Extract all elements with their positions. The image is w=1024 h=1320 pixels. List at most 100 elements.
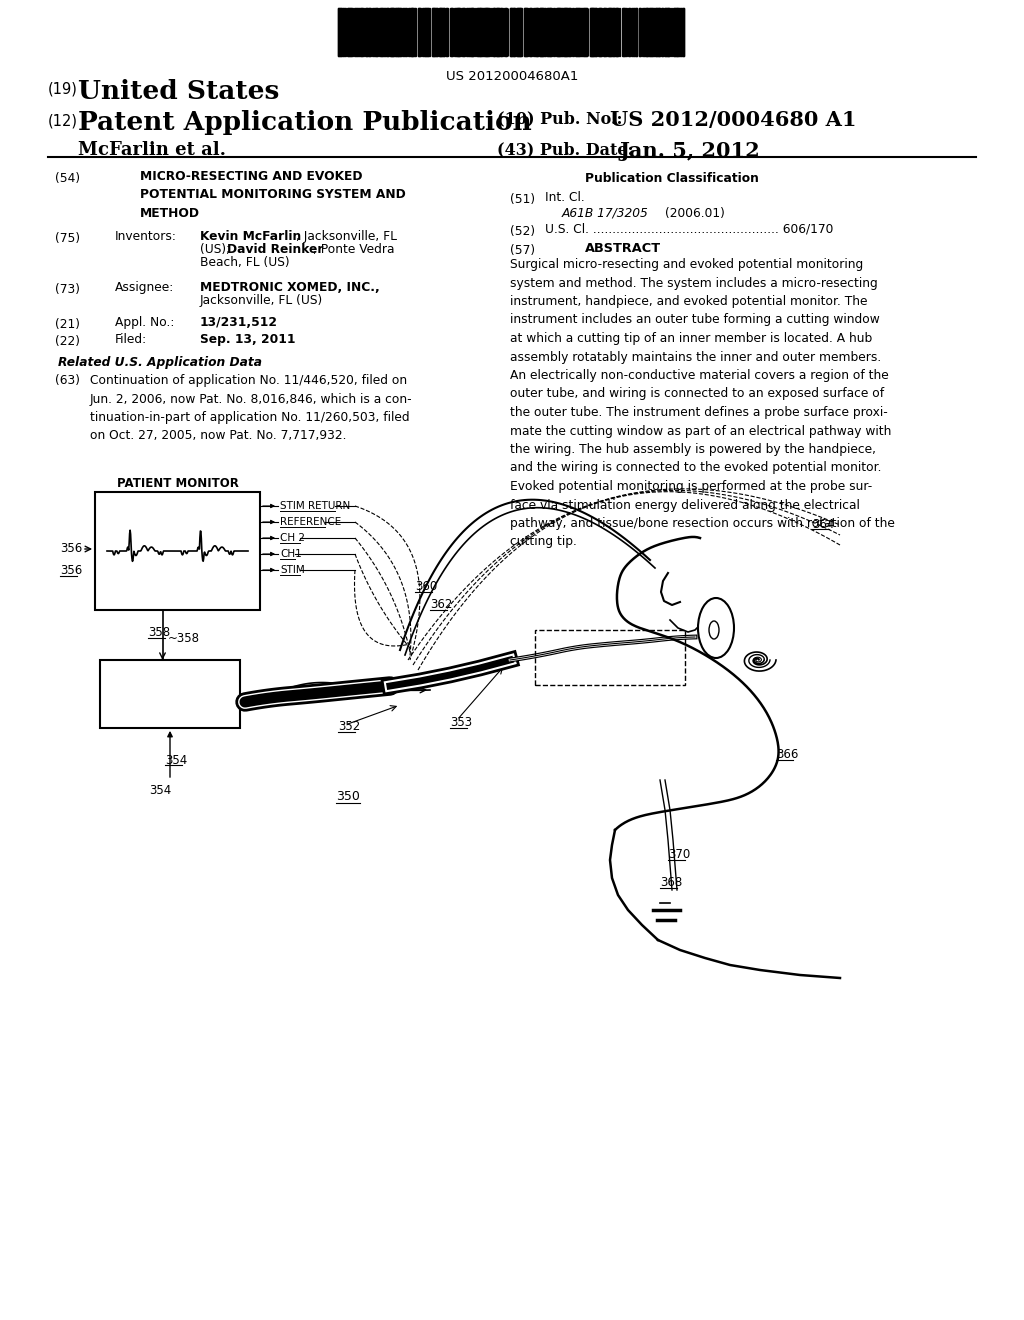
Bar — [392, 8, 394, 55]
Bar — [608, 8, 611, 55]
Bar — [95, 492, 260, 610]
Bar — [574, 8, 580, 55]
Bar — [584, 8, 587, 55]
Text: 354: 354 — [148, 784, 171, 796]
Bar — [540, 8, 545, 55]
Bar — [555, 8, 561, 55]
Text: 350: 350 — [336, 791, 360, 804]
Text: McFarlin et al.: McFarlin et al. — [78, 141, 226, 158]
Bar — [562, 8, 567, 55]
Text: 368: 368 — [660, 876, 682, 890]
Text: Continuation of application No. 11/446,520, filed on
Jun. 2, 2006, now Pat. No. : Continuation of application No. 11/446,5… — [90, 374, 413, 442]
Bar — [490, 8, 493, 55]
Bar — [535, 630, 685, 685]
Bar — [408, 8, 410, 55]
Bar — [450, 8, 453, 55]
Bar — [463, 8, 465, 55]
Bar — [612, 8, 614, 55]
Bar — [343, 8, 346, 55]
Bar — [432, 8, 437, 55]
Text: Sep. 13, 2011: Sep. 13, 2011 — [200, 333, 296, 346]
Bar — [513, 8, 515, 55]
Text: 13/231,512: 13/231,512 — [200, 315, 278, 329]
Bar — [563, 8, 567, 55]
Bar — [390, 8, 393, 55]
Text: David Reinker: David Reinker — [227, 243, 324, 256]
Bar — [418, 8, 420, 55]
Text: (22): (22) — [55, 335, 80, 348]
Text: MEDTRONIC XOMED, INC.,: MEDTRONIC XOMED, INC., — [200, 281, 380, 294]
Text: (US);: (US); — [200, 243, 234, 256]
Bar — [427, 8, 430, 55]
Bar — [530, 8, 532, 55]
Bar — [662, 8, 663, 55]
Bar — [569, 8, 571, 55]
Bar — [613, 8, 618, 55]
Bar — [353, 8, 355, 55]
Text: (12): (12) — [48, 114, 78, 128]
Bar — [681, 8, 684, 55]
Text: US 20120004680A1: US 20120004680A1 — [445, 70, 579, 83]
Ellipse shape — [698, 598, 734, 657]
Bar — [567, 8, 570, 55]
Bar — [618, 8, 621, 55]
Text: Beach, FL (US): Beach, FL (US) — [200, 256, 290, 269]
Bar — [418, 8, 421, 55]
Text: (21): (21) — [55, 318, 80, 331]
Text: REFERENCE: REFERENCE — [280, 517, 341, 527]
Bar — [457, 8, 460, 55]
Bar — [471, 8, 473, 55]
Bar — [557, 8, 560, 55]
Bar — [432, 8, 435, 55]
Text: Jacksonville, FL (US): Jacksonville, FL (US) — [200, 294, 324, 308]
Bar — [503, 8, 505, 55]
Bar — [435, 8, 438, 55]
Bar — [549, 8, 551, 55]
Bar — [523, 8, 526, 55]
Bar — [385, 8, 388, 55]
Text: Filed:: Filed: — [115, 333, 147, 346]
Text: 364: 364 — [812, 517, 835, 531]
Bar — [673, 8, 675, 55]
Bar — [482, 8, 483, 55]
Bar — [634, 8, 637, 55]
Bar — [347, 8, 349, 55]
Bar — [445, 8, 447, 55]
Bar — [410, 8, 415, 55]
Text: (2006.01): (2006.01) — [665, 207, 725, 220]
Bar — [366, 8, 371, 55]
Bar — [505, 8, 507, 55]
Bar — [651, 8, 652, 55]
Text: (54): (54) — [55, 172, 80, 185]
Bar — [676, 8, 678, 55]
Bar — [662, 8, 664, 55]
Bar — [516, 8, 519, 55]
Text: 356: 356 — [60, 565, 82, 578]
Text: 358: 358 — [148, 627, 170, 639]
Bar — [653, 8, 655, 55]
Bar — [457, 8, 460, 55]
Bar — [615, 8, 618, 55]
Bar — [390, 8, 391, 55]
Bar — [467, 8, 469, 55]
Text: 356: 356 — [60, 543, 82, 556]
Text: Related U.S. Application Data: Related U.S. Application Data — [58, 356, 262, 370]
Text: 360: 360 — [415, 581, 437, 594]
Bar — [604, 8, 606, 55]
Bar — [415, 8, 417, 55]
Bar — [347, 8, 352, 55]
Text: STIM: STIM — [280, 565, 305, 576]
Bar — [493, 8, 495, 55]
Bar — [494, 8, 495, 55]
Bar — [422, 8, 423, 55]
Bar — [397, 8, 398, 55]
Bar — [517, 8, 522, 55]
Bar — [510, 8, 512, 55]
Bar — [497, 8, 502, 55]
Bar — [644, 8, 648, 55]
Bar — [351, 8, 353, 55]
Bar — [380, 8, 383, 55]
Bar — [664, 8, 666, 55]
Bar — [629, 8, 631, 55]
Text: (75): (75) — [55, 232, 80, 246]
